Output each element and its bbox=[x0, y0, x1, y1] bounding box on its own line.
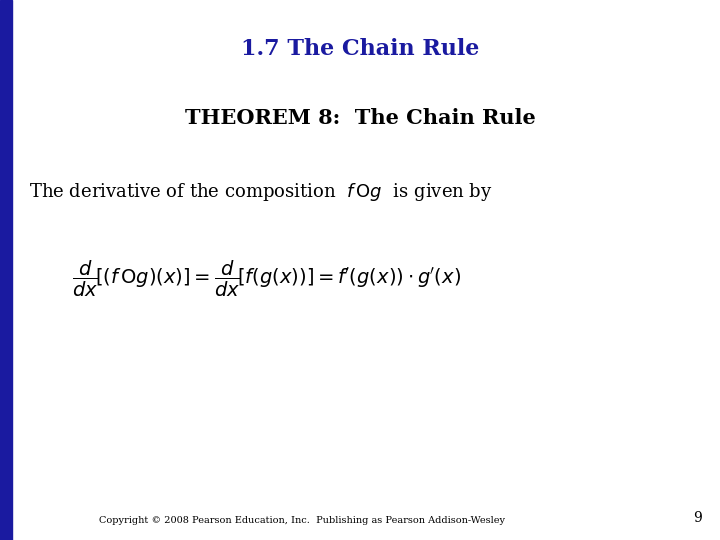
Text: $\dfrac{d}{dx}\!\left[(f\,\mathsf{O}g)(x)\right]=\dfrac{d}{dx}\!\left[f(g(x))\ri: $\dfrac{d}{dx}\!\left[(f\,\mathsf{O}g)(x… bbox=[72, 259, 461, 299]
Text: Copyright © 2008 Pearson Education, Inc.  Publishing as Pearson Addison-Wesley: Copyright © 2008 Pearson Education, Inc.… bbox=[99, 516, 505, 525]
Text: 9: 9 bbox=[693, 511, 702, 525]
Text: The derivative of the composition  $f\,\mathsf{O}g$  is given by: The derivative of the composition $f\,\m… bbox=[29, 181, 492, 203]
Text: 1.7 The Chain Rule: 1.7 The Chain Rule bbox=[240, 38, 480, 60]
Bar bbox=[0, 0, 12, 540]
Text: THEOREM 8:  The Chain Rule: THEOREM 8: The Chain Rule bbox=[184, 108, 536, 128]
